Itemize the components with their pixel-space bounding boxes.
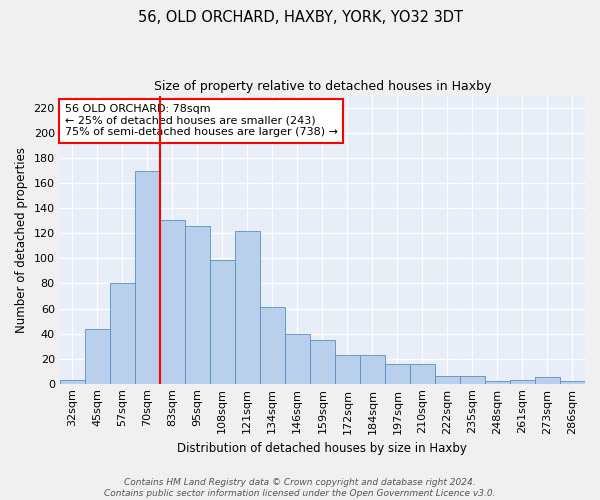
Bar: [560, 381, 585, 384]
Bar: [385, 364, 410, 384]
Text: Contains HM Land Registry data © Crown copyright and database right 2024.
Contai: Contains HM Land Registry data © Crown c…: [104, 478, 496, 498]
Bar: [135, 170, 160, 384]
Bar: [110, 284, 135, 384]
Bar: [260, 308, 285, 384]
Bar: [185, 226, 210, 384]
Text: 56 OLD ORCHARD: 78sqm
← 25% of detached houses are smaller (243)
75% of semi-det: 56 OLD ORCHARD: 78sqm ← 25% of detached …: [65, 104, 338, 138]
Bar: [160, 220, 185, 384]
Bar: [285, 334, 310, 384]
X-axis label: Distribution of detached houses by size in Haxby: Distribution of detached houses by size …: [178, 442, 467, 455]
Bar: [360, 355, 385, 384]
Bar: [85, 328, 110, 384]
Title: Size of property relative to detached houses in Haxby: Size of property relative to detached ho…: [154, 80, 491, 93]
Bar: [435, 376, 460, 384]
Bar: [59, 380, 85, 384]
Text: 56, OLD ORCHARD, HAXBY, YORK, YO32 3DT: 56, OLD ORCHARD, HAXBY, YORK, YO32 3DT: [137, 10, 463, 25]
Bar: [535, 378, 560, 384]
Bar: [485, 381, 510, 384]
Bar: [235, 231, 260, 384]
Bar: [510, 380, 535, 384]
Bar: [460, 376, 485, 384]
Bar: [310, 340, 335, 384]
Bar: [335, 355, 360, 384]
Bar: [410, 364, 435, 384]
Bar: [210, 260, 235, 384]
Y-axis label: Number of detached properties: Number of detached properties: [15, 146, 28, 332]
